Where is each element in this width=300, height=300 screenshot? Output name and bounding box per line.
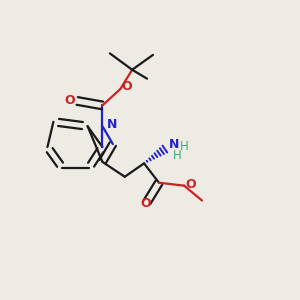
- Text: O: O: [64, 94, 75, 107]
- Text: O: O: [122, 80, 132, 93]
- Text: O: O: [186, 178, 196, 191]
- Text: O: O: [140, 197, 151, 210]
- Text: N: N: [107, 118, 117, 131]
- Text: H: H: [173, 149, 182, 162]
- Text: H: H: [180, 140, 188, 153]
- Text: N: N: [169, 138, 180, 151]
